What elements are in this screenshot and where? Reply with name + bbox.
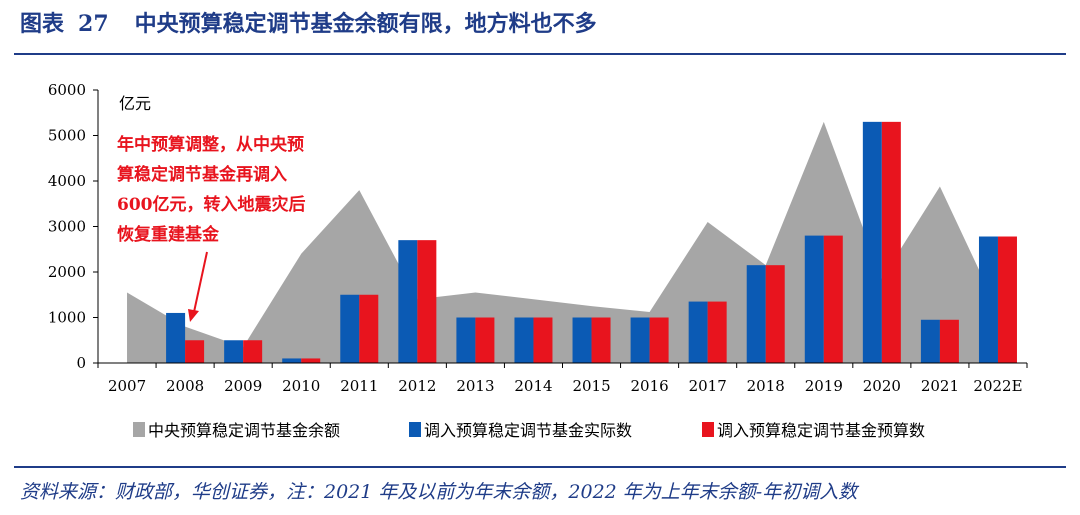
annotation-line: 600亿元，转入地震灾后 [117, 194, 306, 215]
bar-budget-2013 [475, 317, 495, 363]
x-tick-label: 2020 [863, 377, 901, 395]
bar-actual-2015 [572, 317, 592, 363]
bar-budget-2019 [823, 235, 843, 363]
bar-actual-2010 [282, 358, 302, 363]
bar-budget-2021 [939, 319, 959, 363]
bar-actual-2013 [456, 317, 476, 363]
annotation-arrow-head [188, 309, 199, 322]
chart: 0 1000 2000 3000 4000 5000 6000 2007 2008 2009 201… [48, 81, 1028, 440]
x-tick-label: 2018 [747, 377, 785, 395]
figure-number: 27 [78, 11, 109, 37]
x-tick-label: 2010 [282, 377, 320, 395]
top-divider [14, 53, 1066, 55]
legend-label-2: 调入预算稳定调节基金预算数 [717, 421, 925, 440]
bar-actual-2014 [514, 317, 534, 363]
bar-actual-2022E [978, 236, 998, 363]
bar-budget-2015 [591, 317, 611, 363]
x-tick-label: 2014 [514, 377, 552, 395]
bottom-divider [14, 466, 1066, 468]
x-tick-label: 2019 [805, 377, 843, 395]
y-tick-label: 1000 [48, 309, 86, 327]
x-tick-label: 2015 [572, 377, 610, 395]
bar-actual-2019 [804, 235, 824, 363]
x-tick-label: 2016 [631, 377, 669, 395]
bar-actual-2018 [746, 265, 766, 363]
bar-actual-2012 [398, 240, 418, 363]
bar-budget-2022E [997, 236, 1017, 363]
bar-actual-2016 [630, 317, 650, 363]
bar-budget-2012 [417, 240, 437, 363]
x-tick-label: 2022E [973, 377, 1022, 395]
annotation-arrow-line [193, 251, 208, 313]
bar-budget-2014 [533, 317, 553, 363]
x-tick-label: 2011 [340, 377, 378, 395]
x-tick-label: 2012 [398, 377, 436, 395]
x-tick-label: 2008 [166, 377, 204, 395]
y-tick-label: 0 [76, 354, 86, 372]
legend-swatch-0 [133, 422, 145, 437]
y-tick-label: 6000 [48, 81, 86, 99]
figure-title: 图表 27 中央预算稳定调节基金余额有限，地方料也不多 [20, 6, 597, 38]
x-tick-label: 2009 [224, 377, 262, 395]
x-tick-label: 2021 [921, 377, 959, 395]
figure-title-text: 中央预算稳定调节基金余额有限，地方料也不多 [134, 11, 597, 37]
annotation-line: 算稳定调节基金再调入 [116, 164, 287, 185]
source-note: 资料来源：财政部，华创证券，注：2021 年及以前为年末余额，2022 年为上年… [20, 481, 858, 503]
legend-label-0: 中央预算稳定调节基金余额 [148, 421, 340, 440]
bar-budget-2008 [185, 340, 205, 363]
legend-swatch-1 [409, 422, 421, 437]
y-tick-label: 4000 [48, 172, 86, 190]
bar-actual-2017 [688, 301, 708, 363]
bar-budget-2020 [881, 121, 901, 363]
x-tick-label: 2013 [456, 377, 494, 395]
y-tick-label: 5000 [48, 127, 86, 145]
figure-label: 图表 [20, 11, 65, 37]
x-tick-label: 2007 [108, 377, 146, 395]
bar-budget-2011 [359, 294, 379, 363]
y-tick-label: 3000 [48, 218, 86, 236]
legend-swatch-2 [702, 422, 714, 437]
bar-actual-2021 [920, 319, 940, 363]
annotation-line: 年中预算调整，从中央预 [117, 134, 304, 155]
bar-budget-2010 [301, 358, 321, 363]
y-tick-label: 2000 [48, 263, 86, 281]
unit-label: 亿元 [119, 94, 151, 113]
bar-budget-2018 [765, 265, 785, 363]
x-tick-label: 2017 [689, 377, 727, 395]
bar-budget-2009 [243, 340, 263, 363]
bar-budget-2016 [649, 317, 669, 363]
annotation-line: 恢复重建基金 [117, 224, 220, 245]
bar-budget-2017 [707, 301, 727, 363]
bar-actual-2009 [224, 340, 244, 363]
bar-actual-2008 [166, 312, 186, 363]
bar-actual-2011 [340, 294, 360, 363]
legend-label-1: 调入预算稳定调节基金实际数 [424, 421, 632, 440]
bar-actual-2020 [862, 121, 882, 363]
